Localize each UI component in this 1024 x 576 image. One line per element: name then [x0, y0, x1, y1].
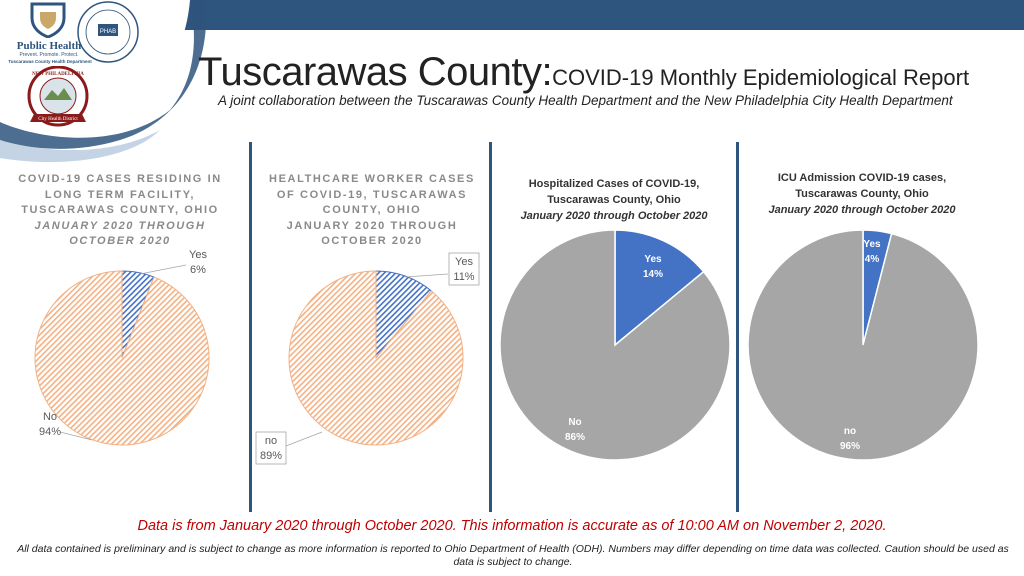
tchd-department: Tuscarawas County Health Department: [8, 59, 92, 64]
chart-2-subtitle-line: OCTOBER 2020: [321, 235, 423, 247]
data-label-hospitalized-yes-category: Yes: [644, 254, 662, 265]
chart-1-title-line: LONG TERM FACILITY,: [44, 188, 196, 201]
shield-icon: [30, 2, 66, 39]
phab-text: PHAB: [100, 29, 116, 35]
chart-4-title-line: Tuscarawas County, Ohio: [795, 188, 929, 200]
pie-slice-icu-admission-no: [747, 229, 979, 461]
leader-line-long-term-facility-yes: [139, 264, 187, 275]
pie-slice-healthcare-worker-no: [288, 270, 464, 446]
leader-line-healthcare-worker-yes: [404, 273, 449, 278]
data-label-icu-admission-no-percent: 96%: [840, 441, 860, 452]
accuracy-note: Data is from January 2020 through Octobe…: [137, 518, 887, 534]
chart-2-title-line: OF COVID-19, TUSCARAWAS: [276, 188, 468, 201]
chart-1-title-line: TUSCARAWAS COUNTY, OHIO: [21, 204, 219, 216]
chart-1-title-line: COVID-19 CASES RESIDING IN: [18, 173, 222, 185]
data-label-long-term-facility-yes-percent: 6%: [190, 264, 206, 276]
pie-slice-hospitalized-no: [499, 229, 731, 461]
nphd-name: NEW PHILADELPHIA: [32, 72, 84, 77]
data-label-long-term-facility-yes-category: Yes: [189, 249, 207, 261]
chart-4-title: ICU Admission COVID-19 cases, Tuscarawas…: [744, 170, 980, 218]
page-title: Tuscarawas County:COVID-19 Monthly Epide…: [198, 50, 1018, 95]
chart-3-title-line: Hospitalized Cases of COVID-19,: [528, 178, 700, 190]
chart-2-subtitle-line: JANUARY 2020 THROUGH: [286, 219, 458, 232]
page-subtitle: A joint collaboration between the Tuscar…: [218, 93, 953, 108]
title-main: Tuscarawas County:: [198, 50, 553, 94]
chart-2-title: HEALTHCARE WORKER CASES OF COVID-19, TUS…: [262, 172, 482, 250]
data-label-hospitalized-no-category: No: [568, 417, 581, 428]
tchd-logo: [8, 2, 88, 62]
data-label-long-term-facility-no-percent: 94%: [39, 426, 61, 438]
column-divider-2: [489, 142, 492, 512]
title-sub: COVID-19 Monthly Epidemiological Report: [552, 65, 970, 90]
tchd-tagline: Prevent. Promote. Protect.: [19, 52, 79, 58]
nphd-banner: City Health District: [38, 117, 78, 122]
data-label-box-healthcare-worker-yes: [448, 252, 480, 286]
chart-4-subtitle-line: January 2020 through October 2020: [768, 204, 956, 216]
disclaimer: All data contained is preliminary and is…: [17, 543, 1009, 568]
chart-1-subtitle-line: JANUARY 2020 THROUGH: [34, 219, 206, 232]
data-label-hospitalized-no-percent: 86%: [565, 432, 585, 443]
chart-3-title-line: Tuscarawas County, Ohio: [547, 194, 681, 206]
chart-4-title-line: ICU Admission COVID-19 cases,: [777, 172, 947, 184]
chart-3-title: Hospitalized Cases of COVID-19, Tuscaraw…: [496, 176, 732, 224]
column-divider-1: [249, 142, 252, 512]
data-label-healthcare-worker-no-category: no: [265, 435, 277, 447]
data-label-healthcare-worker-yes-percent: 11%: [453, 271, 474, 283]
data-label-box-healthcare-worker-no: [255, 431, 287, 465]
data-label-healthcare-worker-yes-category: Yes: [455, 256, 473, 268]
tchd-name: Public Health: [16, 40, 82, 52]
chart-1-subtitle-line: OCTOBER 2020: [69, 235, 171, 247]
data-label-icu-admission-yes-percent: 4%: [865, 254, 880, 265]
data-label-long-term-facility-no-category: No: [43, 411, 57, 423]
chart-1-title: COVID-19 CASES RESIDING IN LONG TERM FAC…: [10, 172, 230, 250]
pie-slice-long-term-facility-no: [34, 270, 210, 446]
data-label-healthcare-worker-no-percent: 89%: [260, 450, 282, 462]
column-divider-3: [736, 142, 739, 512]
phab-seal-logo: PHAB: [77, 1, 139, 63]
data-label-icu-admission-no-category: no: [844, 426, 856, 437]
leader-line-healthcare-worker-no: [285, 431, 323, 447]
new-philadelphia-logo: City Health District NEW PHILADELPHIA: [27, 66, 89, 127]
data-label-hospitalized-yes-percent: 14%: [643, 269, 663, 280]
chart-2-title-line: HEALTHCARE WORKER CASES: [269, 173, 475, 185]
chart-2-title-line: COUNTY, OHIO: [322, 204, 422, 216]
chart-3-subtitle-line: January 2020 through October 2020: [520, 210, 708, 222]
leader-line-long-term-facility-no: [59, 431, 93, 441]
data-label-icu-admission-yes-category: Yes: [863, 239, 881, 250]
pie-slice-hospitalized-yes: [614, 229, 705, 347]
